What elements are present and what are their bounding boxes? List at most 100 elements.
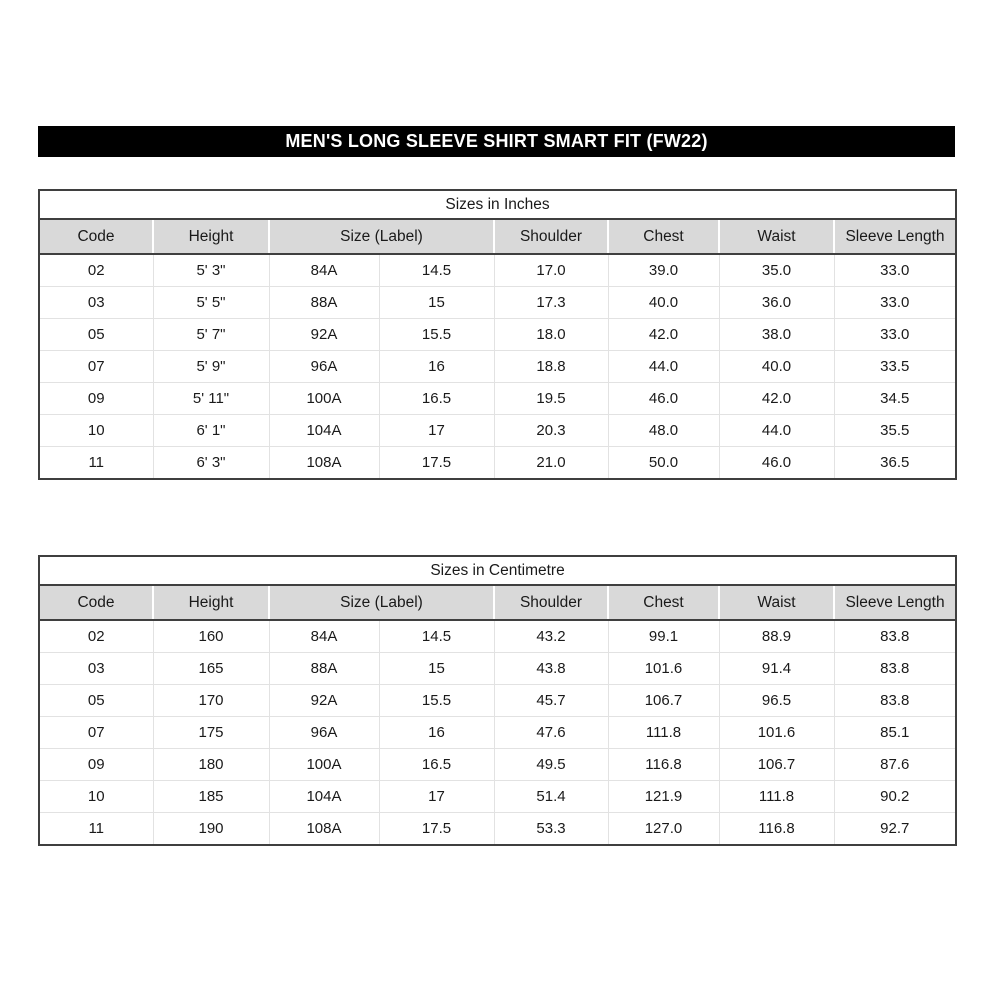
table-cell: 160 <box>152 619 270 653</box>
table-cell: 16.5 <box>378 382 495 415</box>
table-cell: 33.0 <box>833 318 956 351</box>
table-row: 07 5' 9" 96A 16 18.8 44.0 40.0 33.5 <box>39 350 956 383</box>
column-header-code: Code <box>39 219 154 255</box>
table-cell: 17.3 <box>493 286 609 319</box>
table-cell: 44.0 <box>607 350 720 383</box>
column-header-size-label: Size (Label) <box>269 219 495 255</box>
table-cell: 14.5 <box>378 619 495 653</box>
table-row: 07 175 96A 16 47.6 111.8 101.6 85.1 <box>39 716 957 749</box>
table-cell: 185 <box>152 780 270 813</box>
table-cell: 44.0 <box>718 414 835 447</box>
table-cell: 05 <box>39 318 154 351</box>
table-row: 11 6' 3" 108A 17.5 21.0 50.0 46.0 36.5 <box>39 446 956 479</box>
table-cell: 18.0 <box>493 318 609 351</box>
table-cell: 05 <box>39 684 154 717</box>
table-cell: 101.6 <box>718 716 835 749</box>
table-cell: 108A <box>268 446 380 479</box>
table-cell: 51.4 <box>493 780 609 813</box>
table-cell: 17 <box>378 780 495 813</box>
table-cell: 03 <box>39 286 154 319</box>
table-cell: 5' 9" <box>152 350 270 383</box>
table-cell: 88.9 <box>718 619 835 653</box>
table-cell: 38.0 <box>718 318 835 351</box>
table-row: 05 170 92A 15.5 45.7 106.7 96.5 83.8 <box>39 684 957 717</box>
table-cell: 17 <box>378 414 495 447</box>
table-cell: 170 <box>152 684 270 717</box>
table-cell: 116.8 <box>607 748 720 781</box>
table-cell: 92A <box>268 318 380 351</box>
table-cell: 92A <box>268 684 380 717</box>
table-cell: 100A <box>268 748 380 781</box>
document-title-bar: MEN'S LONG SLEEVE SHIRT SMART FIT (FW22) <box>38 126 955 157</box>
table-cell: 39.0 <box>607 253 720 287</box>
table-cell: 5' 5" <box>152 286 270 319</box>
table-cell: 17.0 <box>493 253 609 287</box>
table-cell: 21.0 <box>493 446 609 479</box>
table-body: 02 5' 3" 84A 14.5 17.0 39.0 35.0 33.0 03 5' 5" 88A… <box>39 253 956 479</box>
column-header-height: Height <box>153 219 270 255</box>
table-row: 02 160 84A 14.5 43.2 99.1 88.9 83.8 <box>39 619 957 653</box>
table-cell: 33.0 <box>833 253 956 287</box>
table-cell: 46.0 <box>607 382 720 415</box>
table-cell: 84A <box>268 253 380 287</box>
table-cell: 35.0 <box>718 253 835 287</box>
table-cell: 48.0 <box>607 414 720 447</box>
table-cell: 5' 3" <box>152 253 270 287</box>
table-cell: 43.8 <box>493 652 609 685</box>
table-cell: 127.0 <box>607 812 720 845</box>
table-cell: 33.5 <box>833 350 956 383</box>
table-cell: 96.5 <box>718 684 835 717</box>
table-cell: 47.6 <box>493 716 609 749</box>
table-cell: 100A <box>268 382 380 415</box>
table-row: 09 5' 11" 100A 16.5 19.5 46.0 42.0 34.5 <box>39 382 956 415</box>
table-row: 11 190 108A 17.5 53.3 127.0 116.8 92.7 <box>39 812 957 845</box>
table-cell: 15.5 <box>378 684 495 717</box>
table-cell: 07 <box>39 716 154 749</box>
column-header-chest: Chest <box>608 585 720 621</box>
table-cell: 92.7 <box>833 812 957 845</box>
table-cell: 17.5 <box>378 812 495 845</box>
table-cell: 17.5 <box>378 446 495 479</box>
table-cell: 36.5 <box>833 446 956 479</box>
table-row: 03 5' 5" 88A 15 17.3 40.0 36.0 33.0 <box>39 286 956 319</box>
column-header-sleeve-length: Sleeve Length <box>834 219 956 255</box>
table-header-row: Code Height Size (Label) Shoulder Chest … <box>39 219 956 255</box>
table-cell: 6' 3" <box>152 446 270 479</box>
table-cell: 11 <box>39 812 154 845</box>
table-cell: 02 <box>39 619 154 653</box>
page: MEN'S LONG SLEEVE SHIRT SMART FIT (FW22)… <box>38 126 958 846</box>
table-cell: 90.2 <box>833 780 957 813</box>
table-cell: 18.8 <box>493 350 609 383</box>
table-cell: 35.5 <box>833 414 956 447</box>
table-cell: 19.5 <box>493 382 609 415</box>
table-row: 10 185 104A 17 51.4 121.9 111.8 90.2 <box>39 780 957 813</box>
table-cell: 175 <box>152 716 270 749</box>
column-header-code: Code <box>39 585 154 621</box>
table-cell: 02 <box>39 253 154 287</box>
table-cell: 42.0 <box>607 318 720 351</box>
table-cell: 5' 11" <box>152 382 270 415</box>
table-cell: 180 <box>152 748 270 781</box>
table-cell: 43.2 <box>493 619 609 653</box>
sizes-in-inches-table: Sizes in Inches Code Height Size (Label)… <box>38 189 957 480</box>
table-cell: 16 <box>378 350 495 383</box>
sizes-in-centimetre-table: Sizes in Centimetre Code Height Size (La… <box>38 555 958 846</box>
table-cell: 15 <box>378 286 495 319</box>
table-cell: 108A <box>268 812 380 845</box>
table-header-row: Code Height Size (Label) Shoulder Chest … <box>39 585 957 621</box>
table-row: 10 6' 1" 104A 17 20.3 48.0 44.0 35.5 <box>39 414 956 447</box>
table-cell: 104A <box>268 414 380 447</box>
table-cell: 87.6 <box>833 748 957 781</box>
table-cell: 09 <box>39 748 154 781</box>
table-cell: 165 <box>152 652 270 685</box>
table-row: 05 5' 7" 92A 15.5 18.0 42.0 38.0 33.0 <box>39 318 956 351</box>
table-cell: 91.4 <box>718 652 835 685</box>
table-cell: 121.9 <box>607 780 720 813</box>
column-header-waist: Waist <box>719 219 835 255</box>
table-cell: 106.7 <box>607 684 720 717</box>
table-row: 03 165 88A 15 43.8 101.6 91.4 83.8 <box>39 652 957 685</box>
table-cell: 83.8 <box>833 619 957 653</box>
table-cell: 33.0 <box>833 286 956 319</box>
table-cell: 96A <box>268 716 380 749</box>
